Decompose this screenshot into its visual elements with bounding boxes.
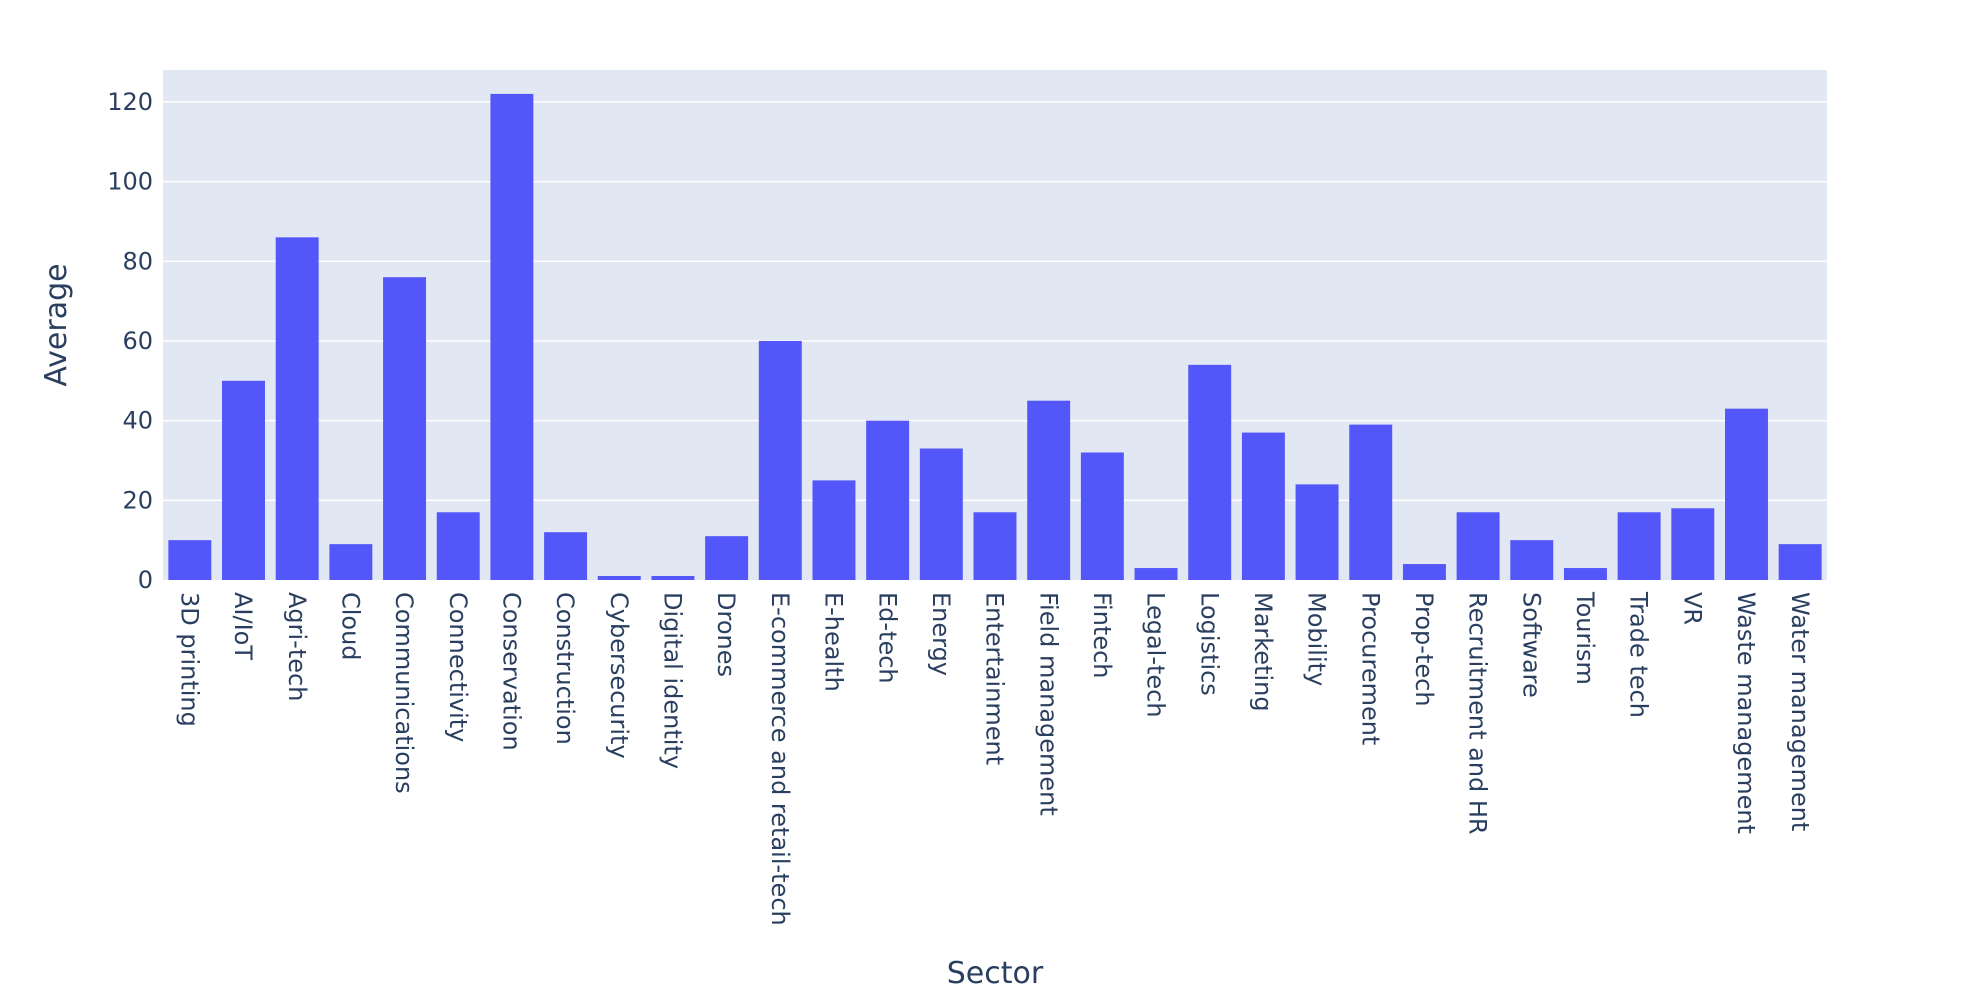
x-tick-label: Agri-tech	[283, 592, 311, 701]
y-tick-label: 100	[107, 168, 153, 196]
x-tick-label: Ed-tech	[873, 592, 901, 684]
x-tick-label: E-health	[820, 592, 848, 692]
x-tick-label: Legal-tech	[1142, 592, 1170, 718]
bar	[1188, 364, 1232, 580]
y-axis-title: Average	[39, 263, 74, 386]
bar	[1295, 484, 1339, 580]
x-axis-tick-labels: 3D printing AI/IoT Agri-tech Cloud Communica…	[175, 591, 1813, 926]
bar	[973, 512, 1017, 580]
bar	[1671, 508, 1715, 580]
bar	[651, 576, 695, 580]
x-tick-label: Recruitment and HR	[1464, 592, 1492, 835]
bar	[329, 544, 373, 580]
x-tick-label: VR	[1678, 592, 1706, 625]
bar	[383, 277, 427, 580]
x-tick-label: Construction	[551, 592, 579, 745]
x-tick-label: Entertainment	[981, 592, 1009, 765]
bar	[1725, 408, 1768, 580]
bar	[1510, 540, 1554, 580]
x-tick-label: Trade tech	[1625, 591, 1653, 718]
x-tick-label: Field management	[1034, 592, 1062, 816]
x-tick-label: Cloud	[336, 592, 364, 661]
x-tick-label: Digital identity	[659, 592, 687, 769]
bar	[1027, 400, 1071, 580]
x-tick-label: Connectivity	[444, 592, 472, 742]
bar	[1349, 424, 1393, 580]
bar	[1456, 512, 1500, 580]
bar	[1778, 544, 1822, 580]
x-tick-label: Mobility	[1303, 592, 1331, 686]
bar	[866, 420, 910, 580]
bar	[758, 340, 802, 580]
y-tick-label: 0	[138, 566, 153, 594]
x-tick-label: Communications	[390, 592, 418, 794]
x-tick-label: Marketing	[1249, 592, 1277, 712]
x-tick-label: Waste management	[1732, 592, 1760, 834]
bar	[1134, 568, 1178, 580]
x-tick-label: AI/IoT	[229, 592, 257, 660]
bar	[1617, 512, 1661, 580]
x-axis-title: Sector	[947, 956, 1044, 991]
bar	[705, 536, 749, 580]
bar	[168, 540, 212, 580]
y-axis-tick-labels: 0 20 40 60 80 100 120	[107, 88, 153, 594]
bar	[1402, 564, 1446, 580]
bars	[168, 93, 1822, 580]
x-tick-label: Software	[1517, 592, 1545, 698]
y-tick-label: 40	[122, 407, 153, 435]
bar	[222, 380, 265, 580]
bar	[544, 532, 588, 580]
x-tick-label: Energy	[927, 592, 955, 676]
bar	[1241, 432, 1285, 580]
x-tick-label: Water management	[1786, 592, 1814, 831]
x-tick-label: Cybersecurity	[605, 592, 633, 759]
x-tick-label: Drones	[712, 592, 740, 677]
x-tick-label: E-commerce and retail-tech	[766, 592, 794, 926]
x-tick-label: Procurement	[1356, 592, 1384, 745]
y-tick-label: 60	[122, 327, 153, 355]
plot-background	[163, 70, 1827, 580]
bar	[919, 448, 963, 580]
bar	[1080, 452, 1124, 580]
bar	[490, 93, 534, 580]
x-tick-label: Tourism	[1571, 591, 1599, 685]
bar	[597, 576, 641, 580]
y-tick-label: 20	[122, 486, 153, 514]
gridlines	[163, 101, 1827, 502]
y-tick-label: 80	[122, 247, 153, 275]
bar	[812, 480, 856, 580]
x-tick-label: Fintech	[1088, 592, 1116, 679]
bar	[275, 237, 319, 580]
bar	[436, 512, 480, 580]
x-tick-label: Prop-tech	[1410, 592, 1438, 707]
x-tick-label: Conservation	[498, 592, 526, 751]
x-tick-label: 3D printing	[175, 592, 203, 727]
x-tick-label: Logistics	[1195, 592, 1223, 696]
y-tick-label: 120	[107, 88, 153, 116]
bar	[1563, 568, 1607, 580]
